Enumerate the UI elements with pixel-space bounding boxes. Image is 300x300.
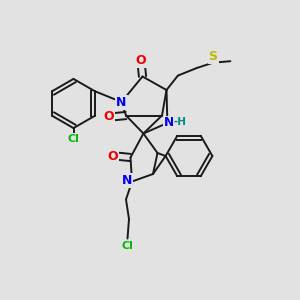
Text: O: O (103, 110, 114, 124)
Text: O: O (108, 149, 118, 163)
Text: Cl: Cl (122, 241, 134, 251)
Text: N: N (164, 116, 174, 130)
Text: O: O (136, 53, 146, 67)
Text: S: S (208, 50, 217, 63)
Text: Cl: Cl (68, 134, 80, 144)
Text: N: N (116, 95, 127, 109)
Text: -H: -H (173, 117, 187, 128)
Text: N: N (122, 173, 132, 187)
